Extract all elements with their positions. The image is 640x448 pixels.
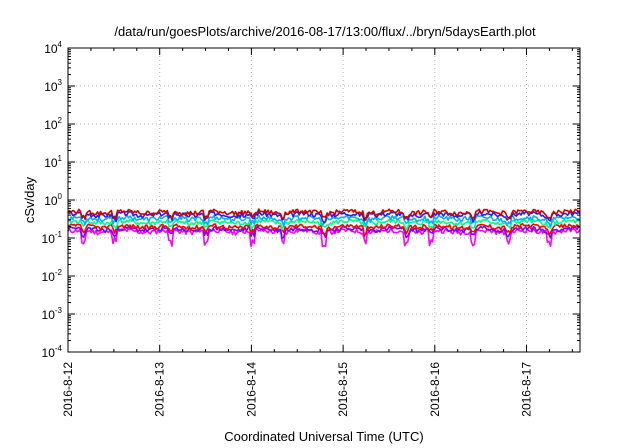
x-tick-label: 2016-8-12 — [61, 362, 75, 417]
y-tick-label: 10-1 — [42, 230, 63, 246]
x-tick-label: 2016-8-16 — [428, 362, 442, 417]
y-axis-label: cSv/day — [22, 176, 37, 223]
series-line — [67, 208, 581, 221]
grid — [68, 48, 580, 352]
y-tick-label: 104 — [44, 40, 62, 56]
chart-title: /data/run/goesPlots/archive/2016-08-17/1… — [114, 24, 536, 39]
series-line — [68, 223, 581, 237]
series-line — [67, 218, 581, 231]
x-tick-label: 2016-8-17 — [520, 362, 534, 417]
x-tick-label: 2016-8-15 — [336, 362, 350, 417]
y-tick-label: 103 — [44, 78, 62, 94]
y-tick-label: 101 — [44, 154, 62, 170]
x-axis-label: Coordinated Universal Time (UTC) — [224, 429, 423, 444]
series-line — [67, 210, 581, 224]
ticks: 10-4 10-3 10-2 10-1 100 101 102 103 104 2016-8-12… — [42, 40, 580, 417]
y-tick-label: 10-4 — [42, 344, 63, 360]
y-tick-label: 10-3 — [42, 306, 63, 322]
y-tick-label: 100 — [44, 192, 62, 208]
x-tick-label: 2016-8-14 — [244, 362, 258, 417]
series-line — [67, 227, 581, 248]
x-tick-label: 2016-8-13 — [153, 362, 167, 417]
y-tick-label: 10-2 — [42, 268, 63, 284]
y-tick-label: 102 — [44, 116, 62, 132]
series-group — [67, 208, 581, 248]
